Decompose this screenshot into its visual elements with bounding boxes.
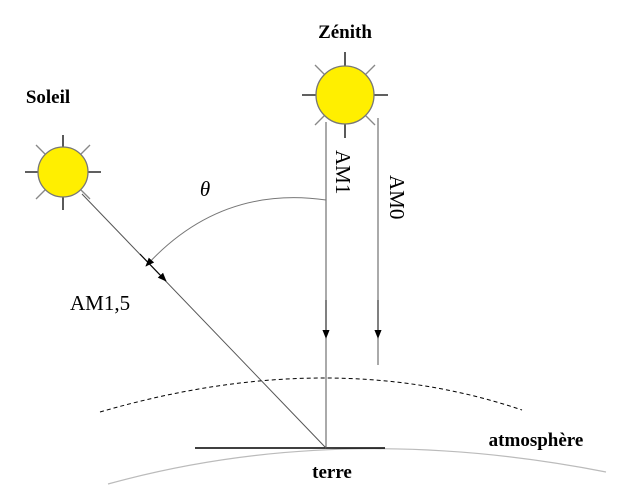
soleil-sun <box>25 135 101 210</box>
terre-label: terre <box>312 462 352 483</box>
zenith-sun <box>302 52 388 138</box>
am15-label: AM1,5 <box>70 291 130 315</box>
earth-arc <box>107 448 607 485</box>
am15-ray <box>81 193 327 449</box>
theta-arc <box>145 197 327 267</box>
soleil-label: Soleil <box>26 87 70 108</box>
atmosphere-arc <box>99 377 523 413</box>
am0-label: AM0 <box>385 175 409 219</box>
zenith-label: Zénith <box>318 22 372 43</box>
theta-label: θ <box>200 177 210 201</box>
am1-label: AM1 <box>331 150 355 194</box>
am15-arrow <box>139 253 167 282</box>
atmosphere-label: atmosphère <box>489 430 584 451</box>
